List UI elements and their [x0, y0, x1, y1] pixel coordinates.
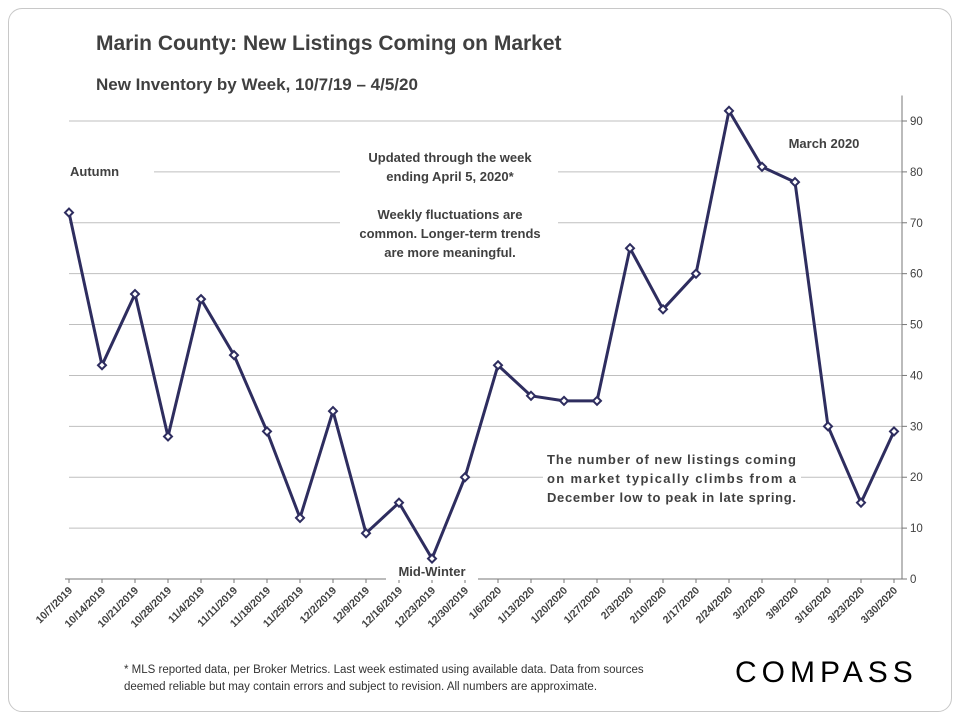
data-point-12/2/2019	[327, 405, 339, 417]
data-point-3/30/2020	[888, 426, 900, 437]
data-point-2/3/2020	[624, 242, 636, 254]
data-point-3/9/2020	[789, 176, 801, 188]
data-point-10/28/2019	[162, 431, 174, 442]
y-tick-label-50: 50	[910, 320, 923, 332]
autumn-label-bg	[66, 158, 154, 184]
line-chart: 0 10 20 30 40 50 60 70 80 90 10/7/201910/14/20191…	[34, 95, 923, 631]
annotation-autumn: Autumn	[70, 164, 119, 179]
data-point-11/25/2019	[294, 512, 306, 524]
data-point-11/11/2019	[228, 349, 240, 361]
data-point-11/18/2019	[261, 426, 273, 437]
y-tick-label-70: 70	[910, 218, 923, 230]
data-point-1/20/2020	[558, 395, 570, 407]
chart-title: Marin County: New Listings Coming on Mar…	[96, 32, 562, 55]
data-point-2/10/2020	[657, 303, 669, 315]
y-tick-labels: 0 10 20 30 40 50 60 70 80 90	[910, 116, 923, 586]
data-point-12/16/2019	[393, 497, 405, 509]
x-tick-label: 3/30/2020	[859, 585, 901, 627]
x-tick-labels: 10/7/201910/14/201910/21/201910/28/20191…	[34, 585, 901, 631]
data-point-2/17/2020	[690, 268, 702, 280]
data-point-1/6/2020	[492, 359, 504, 371]
y-tick-label-40: 40	[910, 370, 923, 382]
data-point-10/21/2019	[129, 288, 141, 300]
trend-note-bg	[543, 445, 801, 513]
footnote-line-2: deemed reliable but may contain errors a…	[124, 681, 598, 693]
x-tick-label: 3/2/2020	[731, 585, 768, 622]
annotation-march: March 2020	[789, 136, 860, 151]
annotation-fluctuation-line: Weekly fluctuations are	[378, 207, 523, 222]
y-tick-label-90: 90	[910, 116, 923, 128]
y-tick-label-20: 20	[910, 472, 923, 484]
data-point-3/23/2020	[855, 497, 867, 509]
x-tick-label: 1/27/2020	[562, 585, 604, 627]
data-point-10/14/2019	[96, 359, 108, 371]
y-tick-label-80: 80	[910, 167, 923, 179]
x-tick-label: 2/24/2020	[694, 585, 736, 627]
center-note-bg	[340, 142, 558, 266]
footnote: * MLS reported data, per Broker Metrics.…	[124, 662, 644, 696]
annotation-trend-line: on market typically climbs from a	[547, 471, 797, 486]
y-tick-label-30: 30	[910, 421, 923, 433]
annotation-trend-line: December low to peak in late spring.	[547, 490, 796, 505]
series-line-new-listings	[67, 109, 896, 561]
annotation-trend-line: The number of new listings coming	[547, 452, 796, 467]
y-tick-label-60: 60	[910, 269, 923, 281]
annotation-updated-line: ending April 5, 2020*	[386, 169, 514, 184]
data-point-3/2/2020	[756, 161, 768, 173]
y-tick-label-10: 10	[910, 523, 923, 535]
data-point-2/24/2020	[723, 105, 735, 117]
midwinter-label-bg	[386, 560, 478, 580]
annotation-midwinter: Mid-Winter	[398, 564, 465, 579]
data-point-1/13/2020	[525, 390, 537, 402]
data-point-3/16/2020	[822, 420, 834, 432]
data-points	[63, 105, 900, 565]
compass-logo: COMPASS	[735, 656, 918, 689]
slide-frame	[8, 8, 952, 712]
annotation-updated-line: Updated through the week	[368, 150, 532, 165]
annotation-fluctuation-line: are more meaningful.	[384, 245, 515, 260]
y-tick-label-0: 0	[910, 574, 916, 586]
annotations: Autumn Mid-Winter March 2020 Updated throug…	[66, 136, 859, 580]
data-point-12/9/2019	[360, 527, 372, 539]
data-point-11/4/2019	[195, 293, 207, 305]
series-line	[67, 109, 896, 561]
data-point-12/23/2019	[426, 553, 438, 565]
annotation-fluctuation-line: common. Longer-term trends	[359, 226, 540, 241]
chart-subtitle: New Inventory by Week, 10/7/19 – 4/5/20	[96, 75, 418, 94]
data-point-12/30/2019	[459, 471, 471, 483]
data-point-10/7/2019	[63, 207, 75, 219]
data-point-1/27/2020	[591, 395, 603, 407]
footnote-line-1: * MLS reported data, per Broker Metrics.…	[124, 664, 644, 676]
